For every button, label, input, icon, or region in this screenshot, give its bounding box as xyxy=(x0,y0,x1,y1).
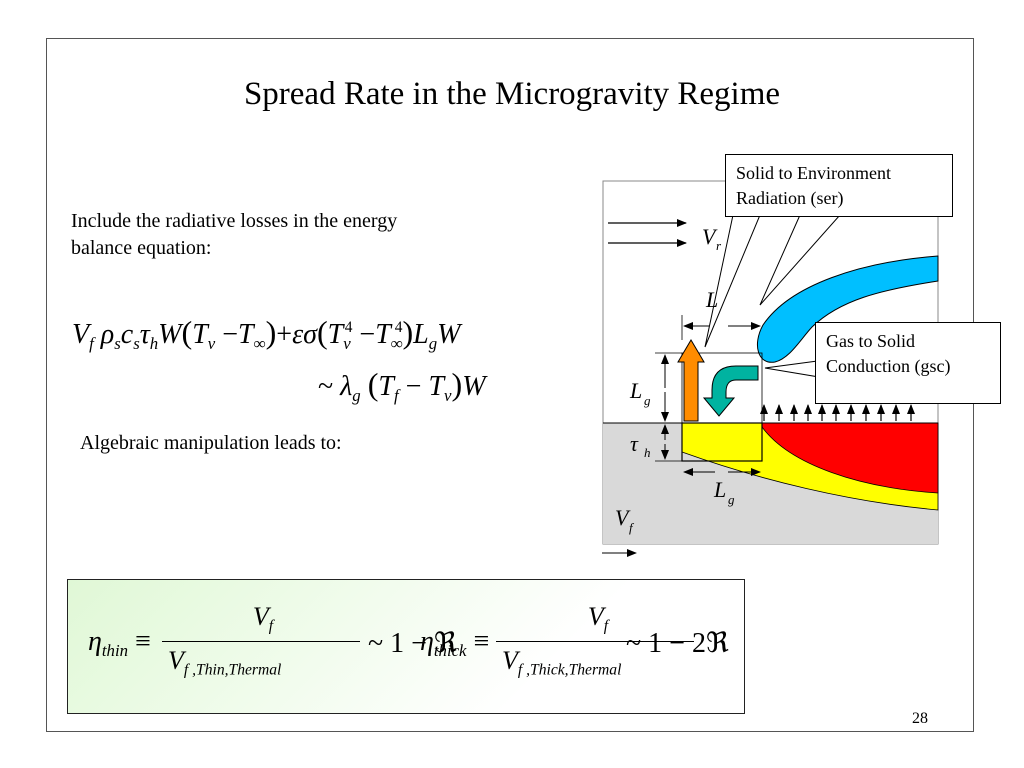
svg-text:g: g xyxy=(644,393,651,408)
svg-text:g: g xyxy=(728,492,735,507)
eta-thin-denominator: Vf ,Thin,Thermal xyxy=(168,646,282,679)
eta-thin-lhs: ηthin ≡ xyxy=(88,626,151,660)
energy-balance-equation-line2: ~ λg (Tf − Tv)W xyxy=(318,366,486,405)
callout-gas-solid-conduction: Gas to Solid Conduction (gsc) xyxy=(815,322,1001,404)
callout-solid-environment-radiation: Solid to Environment Radiation (ser) xyxy=(725,154,953,217)
label-vr: V xyxy=(702,224,718,249)
eta-thin-rhs: ~ 1 − ℜ xyxy=(368,628,457,659)
radiation-arrow-icon xyxy=(677,339,705,422)
hot-region xyxy=(761,422,939,494)
intro-text: Include the radiative losses in the ener… xyxy=(71,210,398,259)
page-number: 28 xyxy=(912,710,928,727)
slide-title: Spread Rate in the Microgravity Regime xyxy=(243,76,781,112)
efficiency-results-box: ηthin ≡ Vf Vf ,Thin,Thermal ~ 1 − ℜ ηthi… xyxy=(67,579,745,714)
label-lg-vertical: L xyxy=(629,378,642,403)
svg-text:f: f xyxy=(629,520,635,535)
eta-thick-numerator: Vf xyxy=(587,602,609,635)
label-vf: V xyxy=(615,505,631,530)
conduction-arrow-icon xyxy=(702,365,759,417)
eta-thin-numerator: Vf xyxy=(252,602,274,635)
eta-thick-lhs: ηthick ≡ xyxy=(420,626,490,660)
svg-text:r: r xyxy=(716,238,722,253)
algebra-text: Algebraic manipulation leads to: xyxy=(80,432,342,454)
svg-text:h: h xyxy=(644,445,651,460)
label-l: L xyxy=(705,287,718,312)
label-lg-horizontal: L xyxy=(713,477,726,502)
eta-thick-rhs: ~ 1 − 2ℜ xyxy=(626,628,729,659)
surface-radiation-arrows xyxy=(760,404,915,421)
label-tau: τ xyxy=(630,431,639,456)
flame-icon xyxy=(756,255,939,363)
energy-balance-equation-line1: Vf ρscsτhW(Tv −T∞)+εσ(Tv4 −T∞4)LgW xyxy=(72,314,461,353)
eta-thick-denominator: Vf ,Thick,Thermal xyxy=(502,646,622,679)
